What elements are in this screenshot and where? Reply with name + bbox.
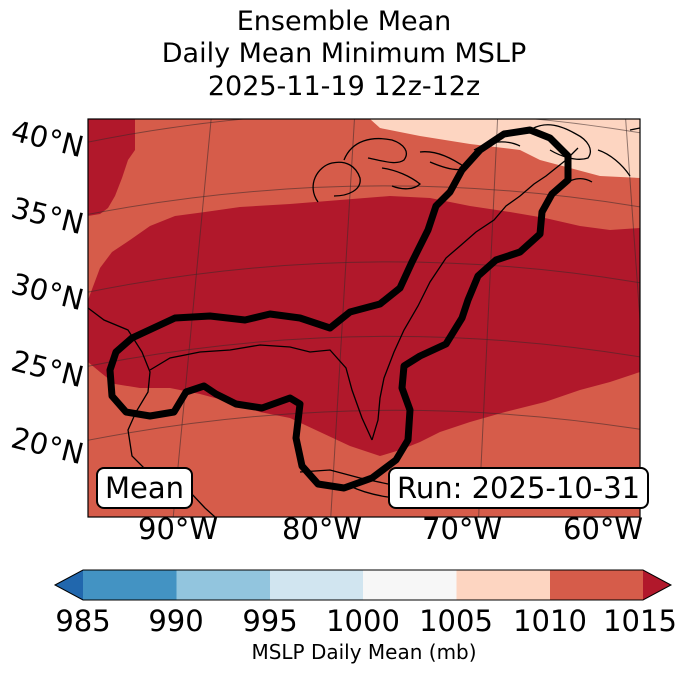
- colorbar-tick-995: 995: [242, 604, 298, 638]
- lon-label-80w: 80°W: [282, 512, 363, 546]
- colorbar-segment-985-990: [83, 570, 177, 600]
- colorbar-extend-high: [643, 570, 671, 600]
- fill-1005-1010: [370, 119, 640, 178]
- colorbar-label: MSLP Daily Mean (mb): [251, 640, 477, 664]
- lon-label-70w: 70°W: [422, 512, 503, 546]
- run-date-label: Run: 2025-10-31: [388, 467, 650, 509]
- colorbar-segment-1010-1015: [550, 570, 643, 600]
- colorbar-tick-1015: 1015: [603, 604, 677, 638]
- title-line-1: Ensemble Mean: [236, 6, 452, 37]
- colorbar-tick-1010: 1010: [513, 604, 587, 638]
- lon-label-60w: 60°W: [563, 512, 644, 546]
- colorbar-tick-1000: 1000: [326, 604, 400, 638]
- title-line-2: Daily Mean Minimum MSLP: [161, 38, 527, 69]
- colorbar: [53, 569, 673, 601]
- colorbar-segment-1005-1010: [456, 570, 550, 600]
- colorbar-segment-1000-1005: [363, 570, 457, 600]
- contour-1015: [106, 126, 572, 492]
- map-plot-area: [88, 119, 640, 517]
- colorbar-tick-990: 990: [148, 604, 204, 638]
- colorbar-segment-990-995: [176, 570, 270, 600]
- map-frame: [87, 118, 641, 518]
- title-line-3: 2025-11-19 12z-12z: [207, 71, 481, 102]
- graticule: [88, 119, 640, 517]
- colorbar-extend-low: [55, 570, 83, 600]
- fill-above-1015-northwest: [88, 119, 135, 216]
- colorbar-tick-985: 985: [55, 604, 111, 638]
- colorbar-segment-995-1000: [270, 570, 363, 600]
- colorbar-tick-1005: 1005: [419, 604, 493, 638]
- mean-label: Mean: [96, 467, 194, 509]
- lon-label-90w: 90°W: [138, 512, 219, 546]
